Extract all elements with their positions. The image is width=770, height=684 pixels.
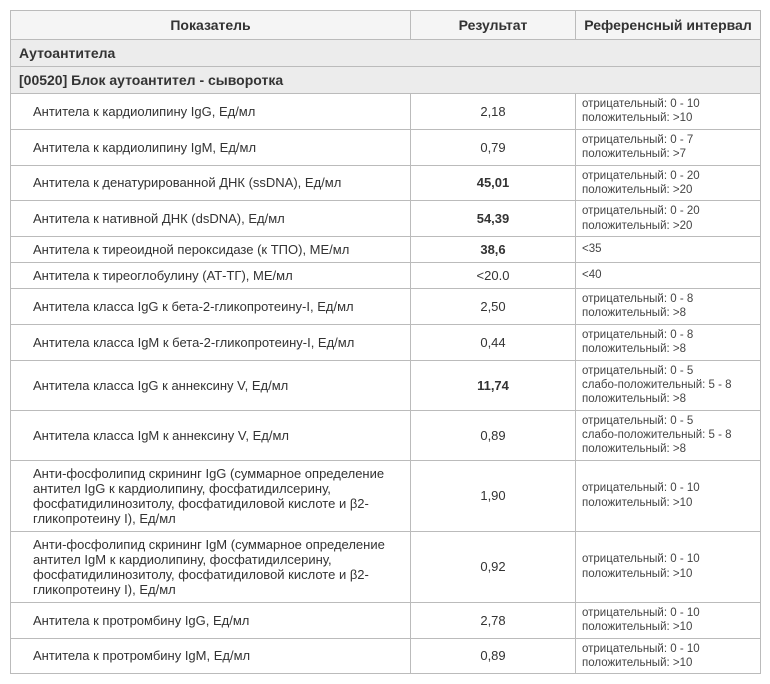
indicator-cell: Антитела к протромбину IgG, Ед/мл: [11, 602, 411, 638]
result-cell: 1,90: [411, 460, 576, 531]
result-cell: 2,50: [411, 289, 576, 325]
table-row: Антитела к протромбину IgG, Ед/мл2,78отр…: [11, 602, 761, 638]
section-title: Аутоантитела: [11, 40, 761, 67]
indicator-cell: Антитела к тиреоидной пероксидазе (к ТПО…: [11, 237, 411, 263]
indicator-cell: Анти-фосфолипид скрининг IgM (суммарное …: [11, 531, 411, 602]
indicator-cell: Анти-фосфолипид скрининг IgG (суммарное …: [11, 460, 411, 531]
indicator-cell: Антитела к тиреоглобулину (АТ-ТГ), МЕ/мл: [11, 263, 411, 289]
header-result: Результат: [411, 11, 576, 40]
indicator-cell: Антитела к нативной ДНК (dsDNA), Ед/мл: [11, 201, 411, 237]
reference-cell: <35: [576, 237, 761, 263]
result-cell: 45,01: [411, 165, 576, 201]
subsection-row: [00520] Блок аутоантител - сыворотка: [11, 67, 761, 94]
reference-cell: отрицательный: 0 - 7положительный: >7: [576, 129, 761, 165]
result-cell: 0,79: [411, 129, 576, 165]
indicator-cell: Антитела к кардиолипину IgG, Ед/мл: [11, 94, 411, 130]
indicator-cell: Антитела к денатурированной ДНК (ssDNA),…: [11, 165, 411, 201]
table-row: Антитела к кардиолипину IgM, Ед/мл0,79от…: [11, 129, 761, 165]
header-reference: Референсный интервал: [576, 11, 761, 40]
reference-cell: отрицательный: 0 - 10положительный: >10: [576, 638, 761, 674]
reference-cell: отрицательный: 0 - 10положительный: >10: [576, 460, 761, 531]
result-cell: 2,78: [411, 602, 576, 638]
indicator-cell: Антитела к кардиолипину IgM, Ед/мл: [11, 129, 411, 165]
reference-cell: отрицательный: 0 - 10положительный: >10: [576, 531, 761, 602]
indicator-cell: Антитела класса IgM к бета-2-гликопротеи…: [11, 324, 411, 360]
results-table: Показатель Результат Референсный интерва…: [10, 10, 761, 674]
indicator-cell: Антитела класса IgG к аннексину V, Ед/мл: [11, 360, 411, 410]
reference-cell: отрицательный: 0 - 10положительный: >10: [576, 94, 761, 130]
table-row: Антитела к тиреоидной пероксидазе (к ТПО…: [11, 237, 761, 263]
result-cell: 0,92: [411, 531, 576, 602]
table-row: Анти-фосфолипид скрининг IgM (суммарное …: [11, 531, 761, 602]
table-row: Антитела к протромбину IgM, Ед/мл0,89отр…: [11, 638, 761, 674]
indicator-cell: Антитела класса IgM к аннексину V, Ед/мл: [11, 410, 411, 460]
result-cell: 11,74: [411, 360, 576, 410]
result-cell: 0,89: [411, 410, 576, 460]
indicator-cell: Антитела к протромбину IgM, Ед/мл: [11, 638, 411, 674]
table-row: Антитела класса IgM к бета-2-гликопротеи…: [11, 324, 761, 360]
table-row: Антитела к нативной ДНК (dsDNA), Ед/мл54…: [11, 201, 761, 237]
section-row: Аутоантитела: [11, 40, 761, 67]
header-indicator: Показатель: [11, 11, 411, 40]
reference-cell: отрицательный: 0 - 20положительный: >20: [576, 201, 761, 237]
table-row: Антитела к тиреоглобулину (АТ-ТГ), МЕ/мл…: [11, 263, 761, 289]
table-row: Антитела к кардиолипину IgG, Ед/мл2,18от…: [11, 94, 761, 130]
result-cell: 0,89: [411, 638, 576, 674]
table-row: Антитела класса IgG к аннексину V, Ед/мл…: [11, 360, 761, 410]
reference-cell: отрицательный: 0 - 8положительный: >8: [576, 289, 761, 325]
subsection-title: [00520] Блок аутоантител - сыворотка: [11, 67, 761, 94]
result-cell: 54,39: [411, 201, 576, 237]
reference-cell: отрицательный: 0 - 8положительный: >8: [576, 324, 761, 360]
reference-cell: <40: [576, 263, 761, 289]
result-cell: 0,44: [411, 324, 576, 360]
result-cell: 38,6: [411, 237, 576, 263]
result-cell: 2,18: [411, 94, 576, 130]
reference-cell: отрицательный: 0 - 5слабо-положительный:…: [576, 360, 761, 410]
indicator-cell: Антитела класса IgG к бета-2-гликопротеи…: [11, 289, 411, 325]
reference-cell: отрицательный: 0 - 10положительный: >10: [576, 602, 761, 638]
result-cell: <20.0: [411, 263, 576, 289]
table-row: Антитела класса IgG к бета-2-гликопротеи…: [11, 289, 761, 325]
table-row: Антитела к денатурированной ДНК (ssDNA),…: [11, 165, 761, 201]
reference-cell: отрицательный: 0 - 20положительный: >20: [576, 165, 761, 201]
reference-cell: отрицательный: 0 - 5слабо-положительный:…: [576, 410, 761, 460]
table-row: Антитела класса IgM к аннексину V, Ед/мл…: [11, 410, 761, 460]
header-row: Показатель Результат Референсный интерва…: [11, 11, 761, 40]
table-row: Анти-фосфолипид скрининг IgG (суммарное …: [11, 460, 761, 531]
